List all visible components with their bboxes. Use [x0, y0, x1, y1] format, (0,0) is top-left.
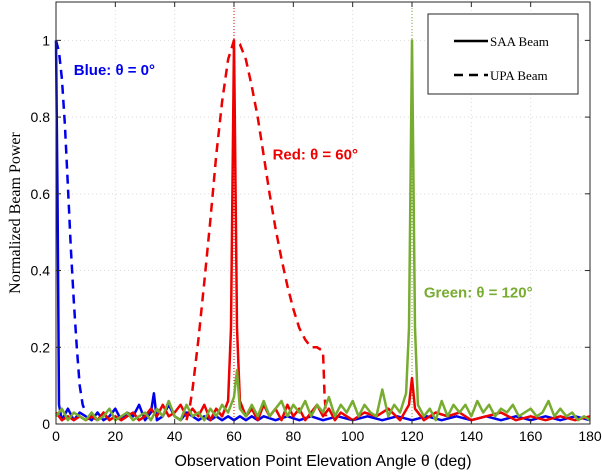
- x-tick-label: 160: [519, 428, 543, 444]
- y-axis-label: Normalized Beam Power: [7, 131, 24, 293]
- axis-ticks: 0 20 40 60 80 100 120 140 160 180 0 0.2 0.4 0.6 0.8 1: [31, 2, 602, 444]
- x-tick-label: 40: [167, 428, 183, 444]
- x-tick-label: 60: [226, 428, 242, 444]
- x-tick-label: 180: [578, 428, 602, 444]
- y-tick-label: 0.8: [31, 109, 51, 125]
- legend: SAA Beam UPA Beam: [427, 13, 579, 95]
- legend-box: [427, 13, 579, 95]
- y-tick-label: 1: [42, 32, 50, 48]
- annotations: Blue: θ = 0° Red: θ = 60° Green: θ = 120°: [74, 62, 533, 302]
- legend-saa-label: SAA Beam: [490, 34, 549, 49]
- y-tick-label: 0.6: [31, 186, 51, 202]
- y-tick-label: 0.4: [31, 263, 51, 279]
- annotation-label: Red: θ = 60°: [273, 146, 358, 163]
- legend-upa-label: UPA Beam: [490, 68, 548, 83]
- series-line-2: [54, 40, 591, 422]
- x-tick-label: 140: [460, 428, 484, 444]
- x-axis-label: Observation Point Elevation Angle θ (deg…: [174, 453, 471, 470]
- annotation-label: Blue: θ = 0°: [74, 62, 155, 79]
- x-tick-label: 80: [286, 428, 302, 444]
- series-group: [54, 39, 591, 422]
- series-line-4: [55, 39, 591, 422]
- x-tick-label: 120: [400, 428, 424, 444]
- annotation-label: Green: θ = 120°: [424, 284, 533, 301]
- y-tick-label: 0.2: [31, 339, 51, 355]
- series-line-1: [185, 39, 328, 421]
- plot-frame: [55, 1, 591, 425]
- y-tick-label: 0: [42, 416, 50, 432]
- x-tick-label: 0: [52, 428, 60, 444]
- x-tick-label: 100: [341, 428, 365, 444]
- series-line-3: [55, 39, 591, 422]
- x-tick-label: 20: [108, 428, 124, 444]
- series-line-0: [54, 40, 87, 413]
